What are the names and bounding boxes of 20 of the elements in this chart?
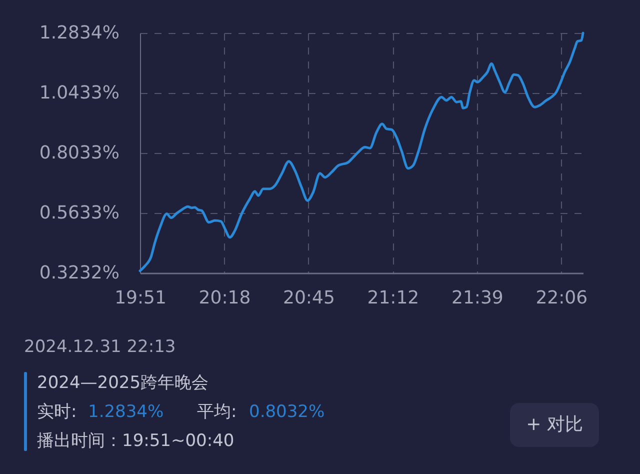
- x-tick-label: 20:45: [283, 288, 335, 308]
- compare-button: + 对比: [510, 403, 599, 447]
- y-tick-label: 1.2834%: [39, 22, 120, 44]
- x-tick-label: 21:39: [451, 288, 504, 308]
- text: 实时:: [37, 402, 77, 423]
- text: 0.8032%: [249, 402, 325, 423]
- y-tick-label: 1.0433%: [39, 82, 120, 104]
- text: 播出时间：19:51~00:40: [37, 431, 234, 452]
- y-tick-label: 0.5633%: [39, 202, 120, 224]
- x-tick-label: 19:51: [114, 288, 166, 308]
- text: 1.2834%: [88, 402, 164, 423]
- x-tick-label: 20:18: [198, 288, 251, 308]
- x-tick-label: 22:06: [536, 288, 588, 308]
- line-series: [138, 32, 584, 272]
- y-tick-label: 0.3232%: [39, 262, 120, 284]
- text: 平均:: [197, 402, 237, 423]
- text: 2024.12.31 22:13: [24, 337, 176, 358]
- x-tick-label: 21:12: [367, 288, 420, 308]
- text: 2024—2025跨年晚会: [37, 373, 209, 394]
- y-tick-label: 0.8033%: [39, 142, 120, 164]
